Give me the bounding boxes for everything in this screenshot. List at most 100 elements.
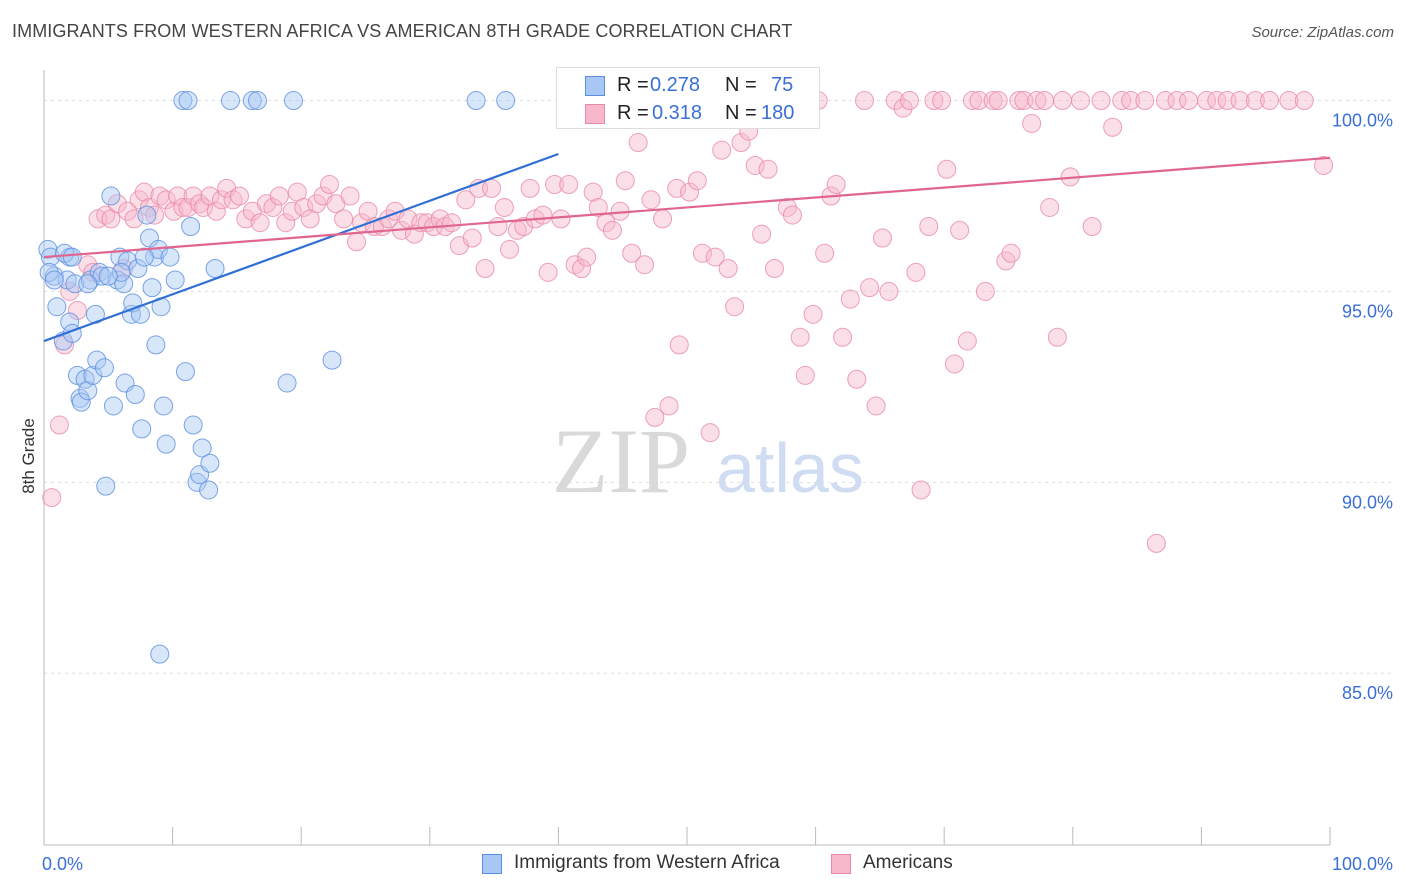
americans-point [1245, 91, 1265, 111]
americans-point [988, 91, 1008, 111]
americans-point [692, 243, 712, 263]
americans-point [263, 197, 283, 217]
americans-point [893, 98, 913, 118]
americans-point [919, 217, 939, 237]
americans-point [803, 304, 823, 324]
americans-point [718, 259, 738, 279]
americans-point [957, 331, 977, 351]
americans-point [712, 140, 732, 160]
legend-row-western-africa: R = 0.278 N = 75 [557, 73, 819, 101]
americans-point [482, 178, 502, 198]
western-africa-point [183, 415, 203, 435]
western-africa-point [114, 274, 134, 294]
americans-point [96, 205, 116, 225]
legend-swatch-pink [585, 104, 605, 124]
watermark-zip: ZIP [552, 410, 690, 512]
americans-point [659, 396, 679, 416]
western-africa-point [111, 262, 131, 282]
americans-point [488, 217, 508, 237]
americans-point [1135, 91, 1155, 111]
americans-point [1167, 91, 1187, 111]
americans-point [500, 239, 520, 259]
americans-point [1155, 91, 1175, 111]
americans-point [145, 205, 165, 225]
americans-point [462, 228, 482, 248]
americans-point [854, 91, 874, 111]
western-africa-point [165, 270, 185, 290]
y-tick-label: 100.0% [1332, 111, 1393, 131]
americans-point [107, 194, 127, 214]
americans-point [494, 197, 514, 217]
legend-row-americans: R = 0.318 N = 180 [557, 101, 819, 129]
grid-lines [44, 100, 1395, 674]
americans-point [1314, 155, 1334, 175]
western-africa-point [466, 91, 486, 111]
legend-r-value: 0.278 [650, 74, 701, 96]
western-africa-point [200, 453, 220, 473]
western-africa-point [496, 91, 516, 111]
western-africa-points [38, 91, 516, 664]
americans-point [67, 301, 87, 321]
trend-lines [43, 152, 1331, 343]
americans-point [1294, 91, 1314, 111]
western-africa-point [277, 373, 297, 393]
americans-point [334, 209, 354, 229]
americans-point [911, 480, 931, 500]
legend-n-value: 180 [761, 102, 795, 124]
americans-point [1230, 91, 1250, 111]
watermark: ZIP atlas [552, 410, 864, 512]
western-africa-point [103, 396, 123, 416]
western-africa-point [187, 472, 207, 492]
americans-point [1035, 91, 1055, 111]
western-africa-point [125, 385, 145, 405]
bottom-legend-swatch-blue [482, 854, 502, 874]
western-africa-point [173, 91, 193, 111]
americans-point [687, 171, 707, 191]
americans-point [1071, 91, 1091, 111]
americans-point [1121, 91, 1141, 111]
americans-point [906, 262, 926, 282]
western-africa-point [175, 362, 195, 382]
western-africa-point [192, 438, 212, 458]
western-africa-point [181, 217, 201, 237]
legend-swatch-blue [585, 76, 605, 96]
americans-point [635, 255, 655, 275]
legend-r-label: R = [617, 74, 649, 96]
western-africa-point [220, 91, 240, 111]
americans-point [1053, 91, 1073, 111]
source-label: Source: ZipAtlas.com [1251, 24, 1394, 41]
americans-point [653, 209, 673, 229]
legend-n-value: 75 [771, 74, 794, 96]
americans-point [622, 243, 642, 263]
americans-point [725, 297, 745, 317]
bottom-legend-label: Americans [863, 852, 953, 873]
americans-point [514, 217, 534, 237]
americans-point [193, 197, 213, 217]
y-axis-label: 8th Grade [19, 418, 38, 494]
americans-point [276, 213, 296, 233]
western-africa-point [242, 91, 262, 111]
americans-point [645, 407, 665, 427]
western-africa-point [156, 434, 176, 454]
americans-point [758, 159, 778, 179]
americans-point [983, 91, 1003, 111]
americans-point [700, 423, 720, 443]
americans-point [475, 259, 495, 279]
americans-point [456, 190, 476, 210]
americans-point [969, 91, 989, 111]
y-tick-label: 85.0% [1342, 683, 1393, 703]
americans-point [641, 190, 661, 210]
americans-point [42, 488, 62, 508]
americans-point [879, 281, 899, 301]
americans-point [1179, 91, 1199, 111]
americans-point [731, 133, 751, 153]
americans-point [572, 259, 592, 279]
americans-point [962, 91, 982, 111]
americans-point [294, 197, 314, 217]
americans-point [782, 205, 802, 225]
americans-point [1082, 217, 1102, 237]
americans-point [118, 201, 138, 221]
western-africa-point [283, 91, 303, 111]
americans-point [236, 209, 256, 229]
western-africa-point [101, 186, 121, 206]
